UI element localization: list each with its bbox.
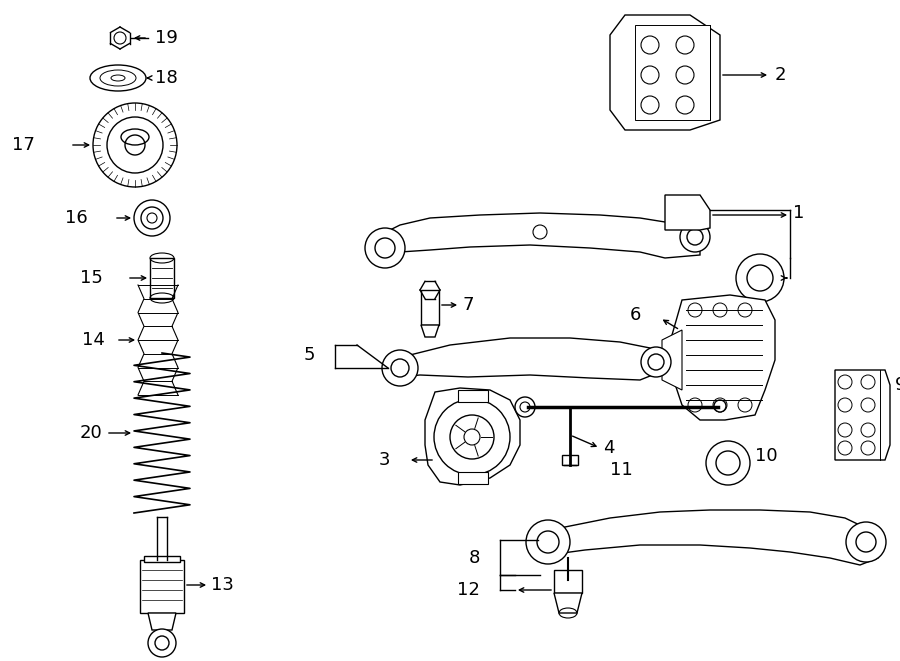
Circle shape [861, 398, 875, 412]
Text: 2: 2 [775, 66, 787, 84]
Text: 8: 8 [469, 549, 480, 567]
Circle shape [706, 441, 750, 485]
Circle shape [533, 225, 547, 239]
Text: 7: 7 [463, 296, 474, 314]
Text: 14: 14 [82, 331, 105, 349]
Circle shape [676, 96, 694, 114]
Circle shape [738, 398, 752, 412]
Circle shape [838, 423, 852, 437]
Circle shape [861, 441, 875, 455]
Text: 6: 6 [630, 306, 642, 324]
Polygon shape [665, 195, 710, 230]
Polygon shape [421, 325, 439, 337]
Circle shape [365, 228, 405, 268]
Circle shape [846, 522, 886, 562]
Circle shape [738, 303, 752, 317]
Circle shape [861, 375, 875, 389]
Circle shape [382, 350, 418, 386]
Circle shape [714, 400, 726, 412]
Circle shape [736, 254, 784, 302]
Circle shape [713, 398, 727, 412]
Circle shape [676, 66, 694, 84]
Text: 15: 15 [80, 269, 103, 287]
Text: 19: 19 [155, 29, 178, 47]
Polygon shape [144, 556, 180, 562]
Text: 16: 16 [65, 209, 88, 227]
Polygon shape [835, 370, 890, 460]
Polygon shape [672, 295, 775, 420]
Circle shape [641, 36, 659, 54]
Circle shape [838, 375, 852, 389]
Circle shape [688, 303, 702, 317]
Polygon shape [530, 510, 878, 565]
Circle shape [680, 222, 710, 252]
Text: 9: 9 [895, 376, 900, 394]
Polygon shape [458, 472, 488, 484]
Polygon shape [554, 570, 582, 593]
Circle shape [713, 303, 727, 317]
Text: 1: 1 [793, 204, 805, 222]
Polygon shape [425, 388, 520, 485]
Circle shape [526, 520, 570, 564]
Polygon shape [140, 560, 184, 613]
Text: 12: 12 [457, 581, 480, 599]
Text: 13: 13 [211, 576, 234, 594]
Text: 20: 20 [80, 424, 103, 442]
Circle shape [676, 36, 694, 54]
Polygon shape [562, 455, 578, 465]
Circle shape [641, 347, 671, 377]
Circle shape [434, 399, 510, 475]
Polygon shape [662, 330, 682, 390]
Circle shape [641, 66, 659, 84]
Polygon shape [635, 25, 710, 120]
Circle shape [838, 398, 852, 412]
Text: 10: 10 [755, 447, 778, 465]
Text: 4: 4 [603, 439, 615, 457]
Text: 5: 5 [303, 346, 315, 364]
Text: 11: 11 [610, 461, 633, 479]
Polygon shape [554, 593, 582, 613]
Circle shape [861, 423, 875, 437]
Circle shape [148, 629, 176, 657]
Polygon shape [370, 213, 700, 258]
Circle shape [688, 398, 702, 412]
Polygon shape [610, 15, 720, 130]
Polygon shape [388, 338, 660, 380]
Polygon shape [148, 613, 176, 630]
Text: 3: 3 [379, 451, 390, 469]
Text: 17: 17 [12, 136, 35, 154]
Polygon shape [458, 390, 488, 402]
Text: 18: 18 [155, 69, 178, 87]
Circle shape [641, 96, 659, 114]
Polygon shape [421, 290, 439, 325]
Circle shape [838, 441, 852, 455]
Circle shape [515, 397, 535, 417]
